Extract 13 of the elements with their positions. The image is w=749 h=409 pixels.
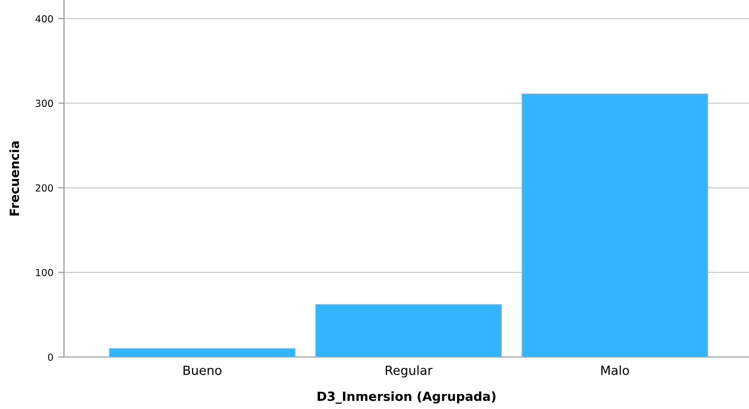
bar [522, 93, 708, 357]
bar [108, 348, 296, 357]
y-tick-label: 400 [36, 15, 53, 22]
bar [315, 304, 502, 357]
y-tick-label: 100 [36, 268, 53, 276]
x-axis-title: D3_Inmersion (Agrupada) [318, 391, 496, 404]
x-tick-label: Regular [386, 365, 433, 378]
y-tick-label: 300 [36, 100, 53, 108]
x-tick-label: Bueno [184, 366, 222, 376]
y-tick-label: 0 [48, 353, 53, 361]
x-tick-label: Malo [601, 365, 629, 376]
y-tick-label: 200 [36, 184, 53, 192]
y-axis-title: Frecuencia [9, 141, 20, 216]
